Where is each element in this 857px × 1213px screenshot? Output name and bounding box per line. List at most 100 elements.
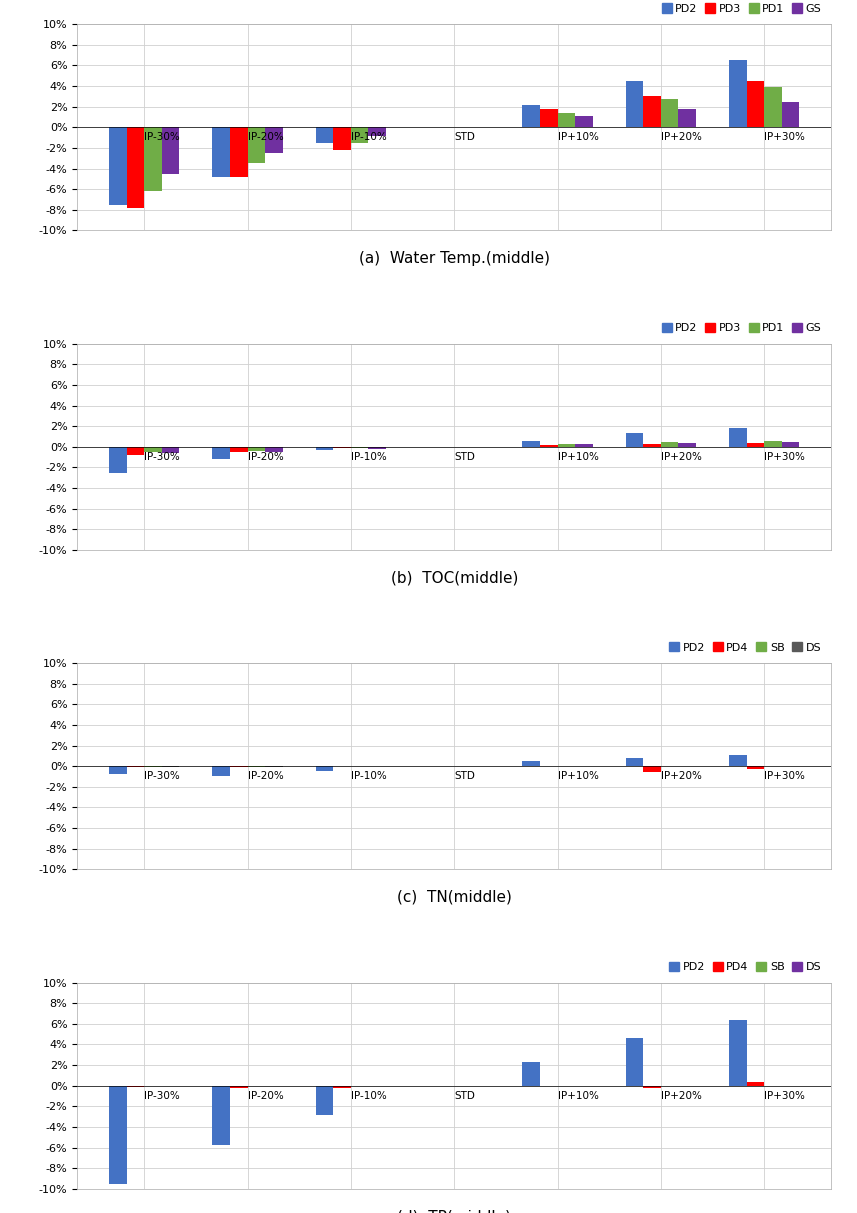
- Bar: [746, 443, 764, 446]
- Bar: [644, 1086, 661, 1088]
- Bar: [369, 127, 386, 136]
- Bar: [162, 446, 179, 452]
- Bar: [213, 767, 230, 775]
- Text: IP+30%: IP+30%: [764, 771, 805, 781]
- Bar: [679, 109, 696, 127]
- Bar: [558, 113, 575, 127]
- Text: IP+20%: IP+20%: [661, 132, 702, 142]
- Bar: [248, 127, 265, 164]
- Bar: [729, 754, 746, 767]
- Text: STD: STD: [454, 132, 475, 142]
- Text: IP-20%: IP-20%: [248, 452, 284, 462]
- Bar: [679, 443, 696, 446]
- Text: (c)  TN(middle): (c) TN(middle): [397, 890, 512, 905]
- Bar: [558, 444, 575, 446]
- Text: IP+20%: IP+20%: [661, 771, 702, 781]
- Bar: [369, 446, 386, 449]
- Text: (b)  TOC(middle): (b) TOC(middle): [391, 570, 518, 586]
- Text: IP-30%: IP-30%: [144, 1090, 180, 1101]
- Text: IP-30%: IP-30%: [144, 452, 180, 462]
- Text: IP+30%: IP+30%: [764, 132, 805, 142]
- Text: IP+10%: IP+10%: [558, 771, 598, 781]
- Text: IP-10%: IP-10%: [351, 1090, 387, 1101]
- Legend: PD2, PD4, SB, DS: PD2, PD4, SB, DS: [665, 638, 826, 657]
- Bar: [315, 1086, 333, 1115]
- Bar: [523, 440, 540, 446]
- Bar: [351, 127, 369, 143]
- Bar: [782, 102, 800, 127]
- Bar: [746, 767, 764, 769]
- Text: IP-20%: IP-20%: [248, 771, 284, 781]
- Bar: [523, 761, 540, 767]
- Bar: [230, 446, 248, 452]
- Bar: [162, 127, 179, 173]
- Bar: [626, 758, 644, 767]
- Bar: [729, 61, 746, 127]
- Text: STD: STD: [454, 771, 475, 781]
- Bar: [315, 767, 333, 771]
- Bar: [230, 1086, 248, 1088]
- Bar: [523, 104, 540, 127]
- Bar: [746, 1082, 764, 1086]
- Bar: [661, 442, 679, 446]
- Legend: PD2, PD3, PD1, GS: PD2, PD3, PD1, GS: [657, 0, 826, 18]
- Text: IP+10%: IP+10%: [558, 1090, 598, 1101]
- Bar: [626, 433, 644, 446]
- Bar: [729, 1020, 746, 1086]
- Text: IP-30%: IP-30%: [144, 132, 180, 142]
- Bar: [729, 428, 746, 446]
- Text: (a)  Water Temp.(middle): (a) Water Temp.(middle): [359, 251, 549, 266]
- Text: IP-20%: IP-20%: [248, 132, 284, 142]
- Text: STD: STD: [454, 452, 475, 462]
- Text: IP+20%: IP+20%: [661, 452, 702, 462]
- Bar: [764, 440, 782, 446]
- Text: IP+20%: IP+20%: [661, 1090, 702, 1101]
- Bar: [265, 127, 283, 153]
- Bar: [109, 767, 127, 774]
- Legend: PD2, PD3, PD1, GS: PD2, PD3, PD1, GS: [657, 318, 826, 337]
- Bar: [333, 446, 351, 449]
- Bar: [213, 127, 230, 177]
- Text: IP+30%: IP+30%: [764, 1090, 805, 1101]
- Legend: PD2, PD4, SB, DS: PD2, PD4, SB, DS: [665, 957, 826, 976]
- Text: IP+30%: IP+30%: [764, 452, 805, 462]
- Bar: [540, 109, 558, 127]
- Bar: [333, 1086, 351, 1088]
- Text: IP-10%: IP-10%: [351, 771, 387, 781]
- Bar: [644, 767, 661, 771]
- Text: STD: STD: [454, 1090, 475, 1101]
- Bar: [575, 116, 593, 127]
- Bar: [764, 87, 782, 127]
- Bar: [109, 1086, 127, 1184]
- Bar: [644, 96, 661, 127]
- Bar: [644, 444, 661, 446]
- Bar: [127, 446, 144, 455]
- Bar: [315, 446, 333, 450]
- Text: IP-10%: IP-10%: [351, 132, 387, 142]
- Bar: [213, 446, 230, 460]
- Text: IP-20%: IP-20%: [248, 1090, 284, 1101]
- Bar: [127, 127, 144, 207]
- Bar: [626, 81, 644, 127]
- Bar: [230, 127, 248, 177]
- Text: IP-30%: IP-30%: [144, 771, 180, 781]
- Bar: [523, 1063, 540, 1086]
- Text: (d)  TP(middle): (d) TP(middle): [397, 1209, 512, 1213]
- Bar: [248, 446, 265, 451]
- Text: IP-10%: IP-10%: [351, 452, 387, 462]
- Bar: [109, 127, 127, 205]
- Bar: [746, 81, 764, 127]
- Bar: [782, 442, 800, 446]
- Bar: [333, 127, 351, 150]
- Bar: [626, 1038, 644, 1086]
- Bar: [265, 446, 283, 452]
- Bar: [575, 444, 593, 446]
- Bar: [144, 127, 162, 192]
- Bar: [315, 127, 333, 143]
- Bar: [109, 446, 127, 473]
- Bar: [144, 446, 162, 452]
- Bar: [540, 445, 558, 446]
- Bar: [661, 99, 679, 127]
- Text: IP+10%: IP+10%: [558, 132, 598, 142]
- Text: IP+10%: IP+10%: [558, 452, 598, 462]
